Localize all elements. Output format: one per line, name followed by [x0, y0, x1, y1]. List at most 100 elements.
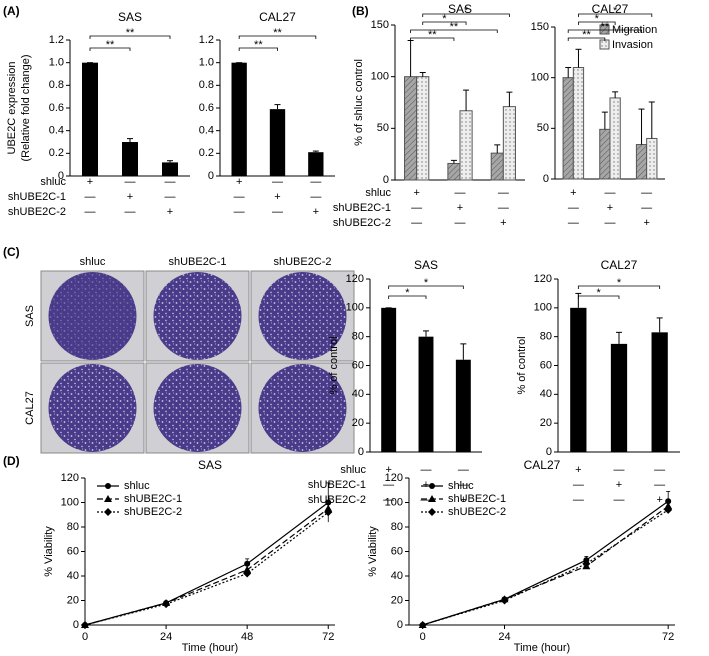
bar-texture: [503, 106, 516, 180]
condition-sign: —: [411, 217, 422, 229]
chart-title: SAS: [414, 258, 438, 272]
y-tick-label: 0.4: [199, 125, 214, 137]
legend-label: shUBE2C-1: [448, 493, 506, 505]
condition-sign: —: [310, 176, 321, 188]
y-tick-label: 150: [371, 19, 389, 31]
condition-sign: +: [656, 494, 662, 506]
y-axis-label: % of control: [516, 336, 528, 394]
chart-title: CAL27: [524, 458, 561, 472]
condition-sign: +: [385, 464, 391, 476]
condition-sign: —: [234, 206, 245, 218]
column-label: shUBE2C-2: [273, 256, 331, 268]
legend-label: shluc: [448, 480, 474, 492]
significance-label: **: [126, 27, 135, 39]
marker: [665, 498, 672, 505]
panel-label: (B): [352, 4, 369, 18]
y-tick-label: 100: [371, 71, 389, 83]
marker: [162, 600, 171, 609]
condition-sign: +: [274, 191, 280, 203]
condition-sign: —: [614, 494, 625, 506]
y-tick-label: 60: [67, 545, 79, 557]
bar-texture: [416, 76, 429, 180]
condition-sign: +: [607, 202, 613, 214]
x-tick-label: 48: [241, 631, 253, 643]
significance-label: *: [424, 277, 429, 289]
significance-label: **: [106, 39, 115, 51]
legend-marker: [428, 495, 436, 502]
y-axis-label: % of shluc control: [353, 59, 365, 146]
chart-title: SAS: [198, 458, 222, 472]
row-label: SAS: [24, 305, 36, 327]
legend-marker: [104, 508, 112, 516]
significance-label: **: [582, 29, 591, 41]
bar-texture: [404, 76, 417, 180]
legend-texture: [600, 25, 609, 34]
y-tick-label: 20: [67, 594, 79, 606]
y-tick-label: 100: [346, 302, 364, 314]
y-tick-label: 60: [352, 359, 364, 371]
x-axis-label: Time (hour): [514, 642, 570, 654]
legend-label: Invasion: [612, 39, 653, 51]
condition-sign: +: [413, 187, 419, 199]
plate-colonies: [48, 364, 137, 452]
y-axis-label: % Viability: [367, 526, 379, 577]
bar: [455, 359, 471, 452]
significance-bracket: [238, 35, 317, 39]
significance-bracket: [577, 295, 620, 299]
y-tick-label: 100: [534, 302, 552, 314]
significance-label: **: [254, 39, 263, 51]
y-tick-label: 80: [67, 521, 79, 533]
marker: [582, 559, 591, 568]
column-label: shluc: [80, 256, 106, 268]
condition-sign: —: [641, 202, 652, 214]
x-tick-label: 0: [420, 631, 426, 643]
y-tick-label: 60: [540, 359, 552, 371]
condition-sign: —: [614, 464, 625, 476]
condition-sign: —: [421, 464, 432, 476]
significance-label: *: [442, 13, 447, 25]
significance-label: *: [617, 277, 622, 289]
significance-label: **: [450, 21, 459, 33]
condition-sign: —: [455, 217, 466, 229]
bar: [269, 109, 286, 176]
y-tick-label: 1.0: [49, 57, 64, 69]
y-axis-label: % Viability: [43, 526, 55, 577]
significance-bracket: [388, 295, 427, 299]
marker: [324, 504, 333, 512]
chart-title: CAL27: [592, 2, 629, 16]
y-tick-label: 80: [391, 521, 403, 533]
bar: [231, 62, 247, 176]
condition-sign: +: [167, 206, 173, 218]
condition-sign: —: [383, 494, 394, 506]
significance-bracket: [567, 37, 606, 41]
significance-bracket: [89, 47, 131, 51]
condition-sign: —: [125, 176, 136, 188]
y-tick-label: 1.2: [49, 34, 64, 46]
condition-sign: —: [498, 202, 509, 214]
significance-label: *: [613, 5, 618, 17]
bar: [381, 307, 397, 452]
bar-texture: [573, 67, 584, 179]
bar-texture: [599, 129, 610, 179]
y-tick-label: 40: [67, 570, 79, 582]
condition-sign: —: [568, 202, 579, 214]
condition-sign: —: [455, 187, 466, 199]
y-tick-label: 120: [61, 472, 79, 484]
bar: [651, 332, 668, 452]
condition-sign: —: [234, 191, 245, 203]
bar: [610, 343, 628, 452]
y-tick-label: 40: [352, 388, 364, 400]
series-line: [422, 505, 669, 626]
y-tick-label: 20: [540, 417, 552, 429]
significance-bracket: [388, 285, 464, 289]
y-tick-label: 150: [531, 21, 549, 33]
panel-label: (D): [3, 454, 20, 468]
condition-sign: —: [573, 479, 584, 491]
marker: [243, 565, 252, 573]
condition-sign: —: [310, 191, 321, 203]
condition-sign: —: [85, 206, 96, 218]
legend-texture: [600, 40, 609, 49]
condition-sign: +: [460, 494, 466, 506]
condition-sign: —: [498, 187, 509, 199]
